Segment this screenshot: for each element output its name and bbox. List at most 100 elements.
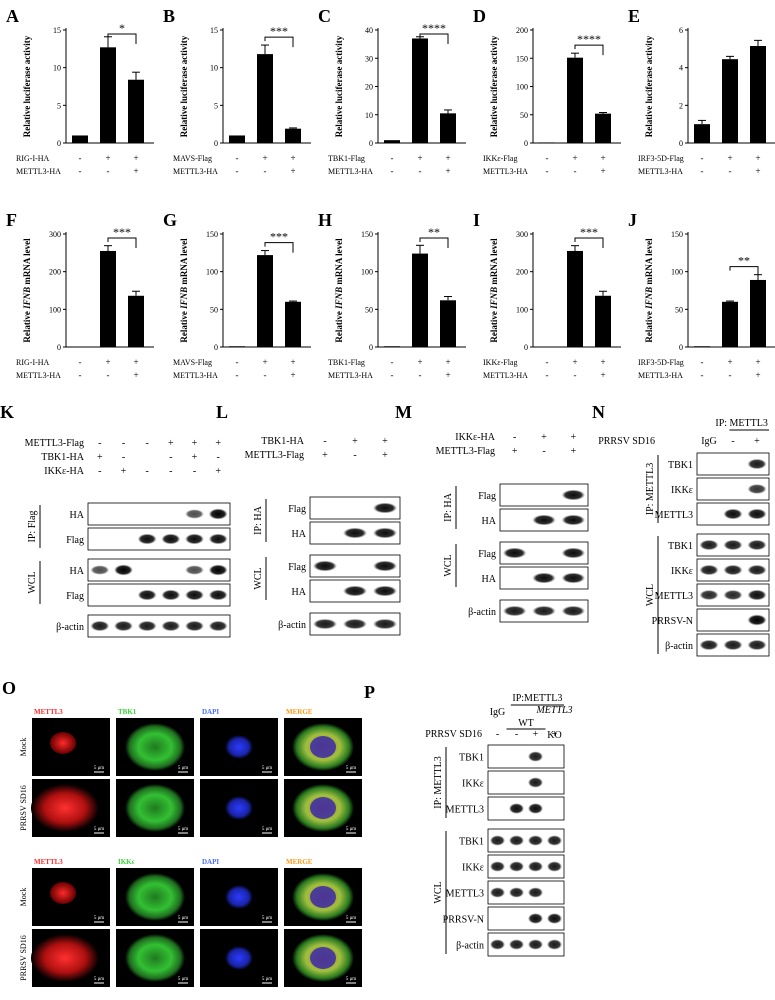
scale-bar-label: 5 μm	[94, 827, 104, 832]
band-label: Flag	[478, 549, 496, 560]
bar	[694, 124, 710, 143]
y-tick-label: 100	[206, 268, 218, 277]
blot-box	[696, 608, 770, 632]
blot-box	[87, 502, 231, 526]
blot-condition-sign: IgG	[701, 436, 717, 447]
panel-label-N: N	[592, 402, 605, 422]
group-label: WCL	[645, 584, 656, 606]
band	[747, 564, 767, 576]
y-tick-label: 300	[49, 230, 61, 239]
blot-condition-label: TBK1-HA	[41, 452, 85, 463]
significance-bracket	[574, 237, 604, 248]
condition-sign: +	[727, 357, 732, 367]
condition-sign: +	[262, 153, 267, 163]
y-tick-label: 0	[369, 139, 373, 148]
panel-label-A: A	[6, 6, 19, 26]
band-label: METTL3	[655, 591, 693, 602]
band-label: PRRSV-N	[652, 616, 693, 627]
condition-label: TBK1-Flag	[328, 358, 365, 367]
bar	[440, 300, 456, 347]
panel-label-F: F	[6, 210, 17, 230]
band-label: β-actin	[468, 607, 496, 618]
band-label: β-actin	[456, 941, 484, 952]
condition-sign: +	[133, 370, 138, 380]
condition-label: METTL3-HA	[16, 371, 61, 380]
significance-bracket	[264, 242, 294, 253]
group-label: IP: METTL3	[645, 463, 656, 516]
condition-sign: -	[574, 166, 577, 176]
band	[208, 620, 228, 632]
panel-label-G: G	[163, 210, 177, 230]
blot-condition-sign: +	[754, 436, 760, 447]
condition-sign: +	[417, 357, 422, 367]
band	[747, 458, 767, 470]
significance-label: **	[428, 225, 440, 239]
blot-box	[487, 770, 565, 795]
condition-sign: +	[105, 357, 110, 367]
bar	[412, 253, 428, 347]
band-label: Flag	[66, 535, 84, 546]
condition-sign: +	[105, 153, 110, 163]
blot-condition-sign: +	[192, 438, 198, 449]
bar	[750, 46, 766, 144]
blot-condition-label: PRRSV SD16	[425, 729, 482, 740]
condition-row-label: Mock	[19, 888, 28, 907]
band	[723, 539, 743, 551]
condition-label: IKKε-Flag	[483, 154, 517, 163]
scale-bar-label: 5 μm	[178, 977, 188, 982]
group-label: WCL	[253, 567, 264, 589]
condition-sign: +	[572, 153, 577, 163]
condition-label: METTL3-HA	[328, 371, 373, 380]
y-tick-label: 0	[214, 343, 218, 352]
condition-sign: +	[445, 357, 450, 367]
blot-box	[487, 854, 565, 879]
significance-label: ***	[270, 24, 288, 38]
bar	[285, 301, 301, 347]
blot-K: K METTL3-Flag - - - + + + TBK1-HA + - - + - IKKε-HA - + -…	[0, 402, 231, 638]
band	[137, 589, 157, 601]
y-tick-label: 20	[365, 83, 373, 92]
y-tick-label: 0	[57, 139, 61, 148]
y-axis-label: Relative luciferase activity	[179, 35, 189, 137]
condition-label: IKKε-Flag	[483, 358, 517, 367]
y-tick-label: 100	[516, 305, 528, 314]
blot-condition-sign: -	[353, 450, 356, 461]
group-label: IP: HA	[443, 492, 454, 521]
group-label: WCL	[443, 554, 454, 576]
blot-condition-sign: -	[323, 436, 326, 447]
bar	[595, 113, 611, 143]
band	[527, 913, 544, 924]
band	[373, 618, 397, 630]
band	[508, 835, 525, 846]
panel-label-K: K	[0, 402, 14, 422]
band	[161, 589, 181, 601]
band	[747, 508, 767, 520]
panel-label-L: L	[216, 402, 228, 422]
condition-sign: -	[729, 370, 732, 380]
y-tick-label: 0	[214, 139, 218, 148]
bar	[595, 295, 611, 347]
y-tick-label: 200	[516, 268, 528, 277]
y-tick-label: 0	[524, 139, 528, 148]
band-label: HA	[482, 516, 497, 527]
blot-condition-sign: -	[122, 438, 125, 449]
band	[502, 605, 527, 617]
band	[161, 533, 181, 545]
blot-condition-label: IKKε-HA	[44, 466, 85, 477]
band	[723, 508, 743, 520]
band	[90, 620, 110, 632]
y-tick-label: 15	[53, 26, 61, 35]
band	[747, 614, 767, 626]
y-tick-label: 10	[365, 111, 373, 120]
condition-sign: +	[755, 153, 760, 163]
significance-label: ***	[113, 225, 131, 239]
panel-label-D: D	[473, 6, 486, 26]
blot-condition-sign: -	[98, 466, 101, 477]
blot-condition-sign: +	[382, 450, 388, 461]
band	[185, 620, 204, 632]
band	[489, 939, 506, 950]
panel-label-P: P	[364, 682, 375, 702]
cell-signal	[125, 784, 185, 832]
band	[546, 861, 563, 872]
band	[208, 508, 228, 520]
